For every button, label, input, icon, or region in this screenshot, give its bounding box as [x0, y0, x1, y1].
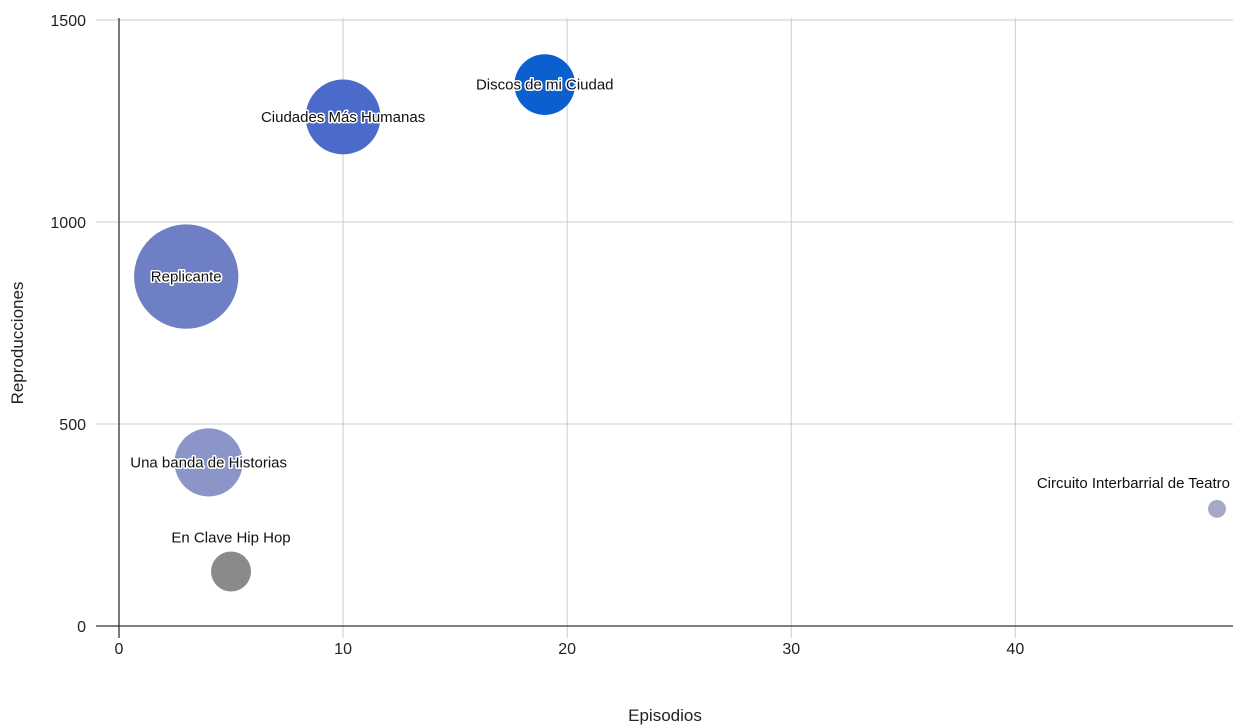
bubble-label: Circuito Interbarrial de Teatro: [1037, 475, 1230, 492]
bubble-label: Replicante: [151, 269, 222, 286]
tick-labels: 0 500 1000 1500 0 10 20 30 40: [50, 13, 1024, 658]
bubble: [1208, 499, 1226, 518]
bubble-labels: Discos de mi Ciudad Ciudades Más Humanas R…: [129, 75, 1232, 548]
bubble: [134, 224, 239, 329]
bubble: [211, 551, 252, 592]
bubble-label: Una banda de Historias: [130, 454, 287, 471]
y-tick-label: 1000: [50, 215, 86, 232]
y-tick-label: 500: [59, 417, 86, 434]
x-tick-label: 10: [334, 641, 352, 658]
y-tick-label: 1500: [50, 13, 86, 30]
bubble: [305, 79, 381, 155]
x-tick-label: 40: [1006, 641, 1024, 658]
bubble-label: Discos de mi Ciudad: [476, 77, 614, 94]
bubbles: [134, 54, 1226, 592]
x-axis-title: Episodios: [628, 706, 702, 725]
y-axis-title: Reproducciones: [8, 282, 27, 405]
x-tick-label: 30: [782, 641, 800, 658]
bubble: [174, 428, 243, 497]
bubble: [514, 54, 576, 115]
x-tick-label: 0: [115, 641, 124, 658]
bubble-label: En Clave Hip Hop: [171, 529, 290, 546]
bubble-label: Ciudades Más Humanas: [261, 109, 425, 126]
y-tick-label: 0: [77, 619, 86, 636]
x-tick-label: 20: [558, 641, 576, 658]
axes: [96, 18, 1233, 638]
